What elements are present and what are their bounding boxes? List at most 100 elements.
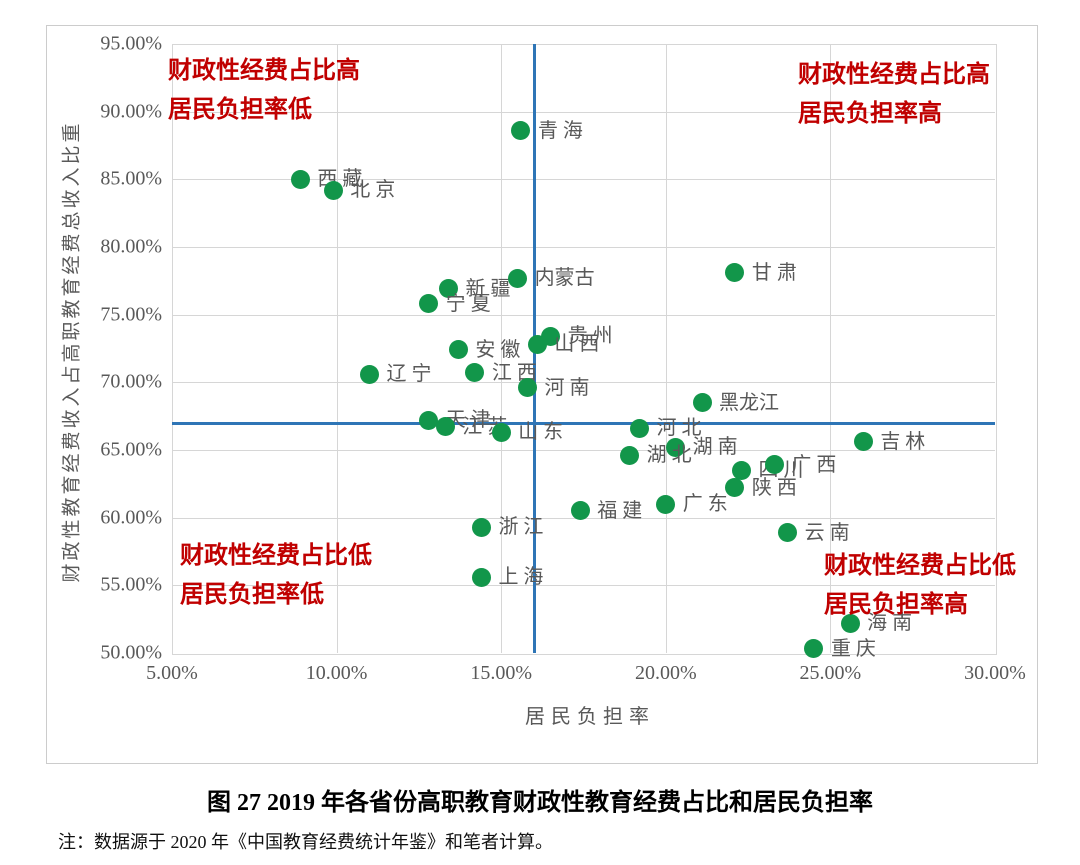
y-axis-tick-label: 65.00% — [100, 438, 162, 461]
scatter-point — [629, 418, 649, 438]
point-label: 湖 北 — [646, 444, 692, 467]
quadrant-divider-horizontal-line — [172, 421, 995, 425]
point-label: 河 南 — [544, 376, 590, 399]
quadrant-annotation-top-right: 财政性经费占比高 居民负担率高 — [798, 56, 990, 134]
scatter-point — [840, 613, 860, 633]
quadrant-annotation-line: 居民负担率高 — [798, 101, 942, 127]
x-axis-tick-label: 15.00% — [470, 662, 533, 684]
gridline-horizontal — [172, 585, 995, 587]
quadrant-annotation-top-left: 财政性经费占比高 居民负担率低 — [168, 52, 360, 130]
point-label: 贵 州 — [567, 325, 613, 348]
scatter-point — [732, 460, 752, 480]
scatter-point — [778, 523, 798, 543]
y-axis-tick-label: 55.00% — [100, 573, 162, 596]
point-label: 上 海 — [498, 566, 544, 589]
gridline-vertical — [501, 44, 503, 653]
quadrant-annotation-bottom-right: 财政性经费占比低 居民负担率高 — [824, 547, 1016, 625]
y-axis-tick-label: 50.00% — [100, 641, 162, 664]
point-label: 广 西 — [791, 453, 837, 476]
gridline-horizontal — [172, 314, 995, 316]
scatter-point — [725, 478, 745, 498]
quadrant-annotation-line: 居民负担率低 — [180, 582, 324, 608]
figure-caption: 图 27 2019 年各省份高职教育财政性教育经费占比和居民负担率 — [207, 790, 873, 816]
y-axis-tick-label: 85.00% — [100, 167, 162, 190]
point-label: 甘 肃 — [751, 261, 797, 284]
point-label: 内蒙古 — [534, 267, 595, 290]
y-axis-title: 财政性教育经费收入占高职教育经费总收入比重 — [61, 120, 83, 583]
point-label: 陕 西 — [751, 476, 797, 499]
point-label: 北 京 — [350, 179, 396, 202]
scatter-point — [656, 494, 676, 514]
y-axis-tick-label: 70.00% — [100, 370, 162, 393]
gridline-horizontal — [172, 450, 995, 451]
point-label: 山 东 — [518, 421, 564, 444]
scatter-point — [692, 393, 712, 413]
point-label: 海 南 — [867, 612, 913, 635]
point-label: 河 北 — [656, 417, 702, 440]
scatter-point — [570, 501, 590, 521]
scatter-point — [419, 410, 439, 430]
gridline-horizontal — [172, 382, 995, 384]
quadrant-annotation-line: 财政性经费占比低 — [180, 543, 372, 569]
point-label: 辽 宁 — [386, 363, 432, 386]
point-label: 云 南 — [804, 521, 850, 544]
scatter-point — [471, 567, 491, 587]
point-label: 宁 夏 — [445, 292, 491, 315]
figure-source-note: 注：数据源于 2020 年《中国教育经费统计年鉴》和笔者计算。 — [58, 832, 553, 852]
point-label: 湖 南 — [692, 436, 738, 459]
x-axis-tick-label: 25.00% — [799, 662, 862, 684]
scatter-point — [323, 180, 343, 200]
scatter-point — [465, 363, 485, 383]
point-label: 重 庆 — [830, 637, 876, 660]
scatter-point — [491, 422, 511, 442]
point-label: 安 徽 — [475, 338, 521, 361]
y-axis-tick-label: 60.00% — [100, 506, 162, 529]
quadrant-annotation-line: 居民负担率高 — [824, 592, 968, 618]
scatter-point — [419, 294, 439, 314]
plot-area-border — [172, 44, 997, 655]
point-label: 新 疆 — [465, 277, 511, 300]
x-axis-title: 居民负担率 — [525, 706, 655, 728]
y-axis-tick-label: 75.00% — [100, 303, 162, 326]
gridline-horizontal — [172, 247, 995, 248]
y-axis-tick-label: 90.00% — [100, 100, 162, 123]
scatter-point — [853, 432, 873, 452]
scatter-point — [448, 340, 468, 360]
point-label: 青 海 — [537, 119, 583, 142]
quadrant-annotation-bottom-left: 财政性经费占比低 居民负担率低 — [180, 537, 372, 615]
point-label: 浙 江 — [498, 516, 544, 539]
quadrant-annotation-line: 财政性经费占比高 — [168, 58, 360, 84]
point-label: 吉 林 — [880, 430, 926, 453]
quadrant-annotation-line: 财政性经费占比高 — [798, 62, 990, 88]
gridline-horizontal — [172, 179, 995, 181]
gridline-vertical — [336, 44, 338, 653]
scatter-point — [527, 334, 547, 354]
y-axis-tick-label: 80.00% — [100, 235, 162, 258]
scatter-point — [764, 455, 784, 475]
x-axis-tick-label: 5.00% — [146, 662, 198, 684]
scatter-point — [511, 121, 531, 141]
scatter-point — [508, 268, 528, 288]
scatter-point — [471, 517, 491, 537]
x-axis-tick-label: 30.00% — [964, 662, 1026, 684]
scatter-point — [290, 169, 310, 189]
y-axis-tick-label: 95.00% — [100, 32, 162, 55]
scatter-point — [804, 639, 824, 659]
quadrant-annotation-line: 财政性经费占比低 — [824, 553, 1016, 579]
gridline-horizontal — [172, 111, 995, 113]
figure-outer-border — [46, 25, 1038, 764]
scatter-point — [360, 364, 380, 384]
point-label: 黑龙江 — [719, 391, 779, 414]
point-label: 广 东 — [682, 493, 728, 516]
x-axis-tick-label: 20.00% — [634, 662, 697, 684]
scatter-point — [666, 437, 686, 457]
point-label: 福 建 — [597, 499, 643, 522]
gridline-vertical — [830, 44, 832, 653]
point-label: 天 津 — [445, 409, 491, 432]
scatter-point — [725, 263, 745, 283]
gridline-vertical — [665, 44, 667, 653]
scatter-point — [435, 417, 455, 437]
scatter-point — [439, 279, 459, 299]
scatter-point — [620, 445, 640, 465]
